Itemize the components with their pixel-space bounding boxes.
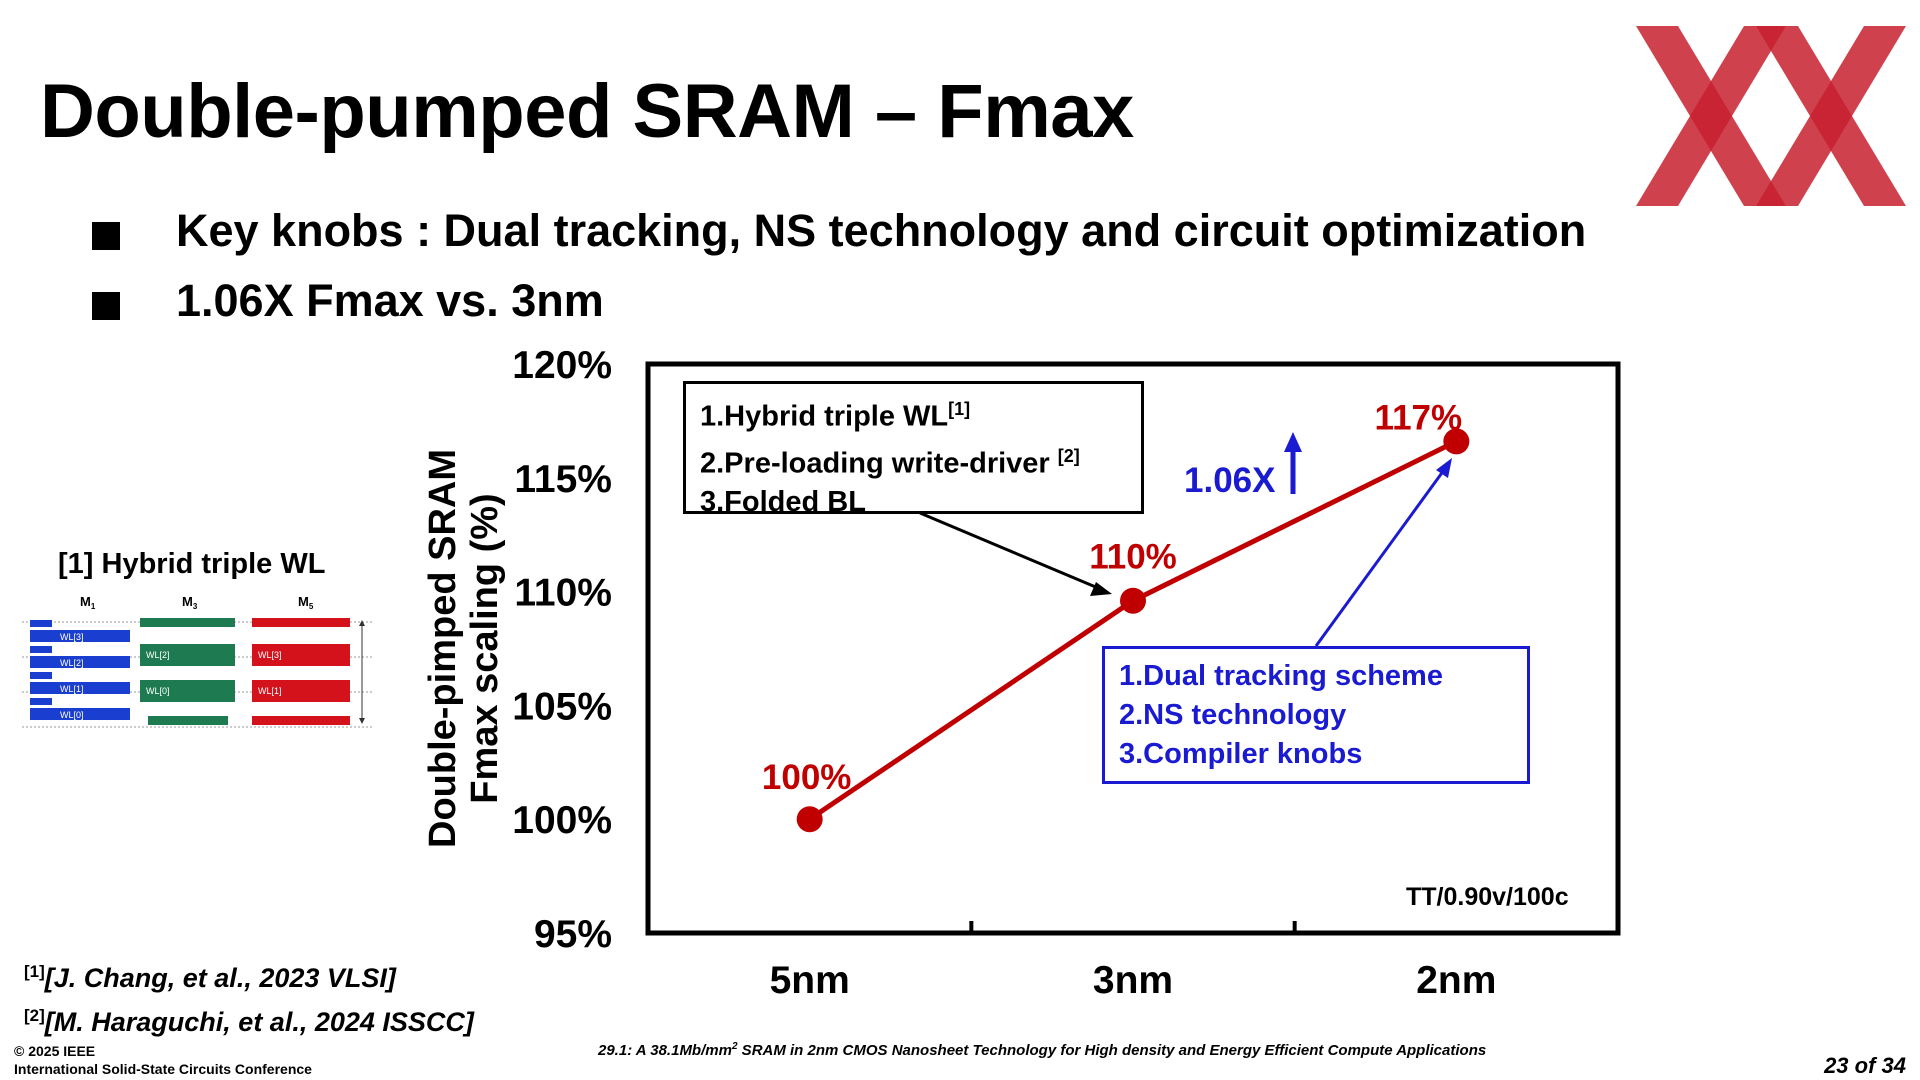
- reference-item: [1][J. Chang, et al., 2023 VLSI]: [24, 962, 396, 993]
- wl-label: WL[3]: [60, 632, 84, 642]
- column-label-m1: M1: [80, 594, 96, 611]
- side-figure-title: [1] Hybrid triple WL: [58, 548, 326, 580]
- references: [1][J. Chang, et al., 2023 VLSI] [2][M. …: [24, 953, 474, 1041]
- data-label: 117%: [1375, 398, 1463, 437]
- y-tick-label: 105%: [512, 685, 612, 728]
- column-label-m5: M5: [298, 594, 314, 611]
- wl-label: WL[2]: [146, 650, 170, 660]
- data-point: [1120, 587, 1146, 614]
- 3nm-knob-item: 2.Pre-loading write-driver [2]: [700, 445, 1080, 480]
- y-axis-title-line1: Double-pimped SRAM: [422, 449, 464, 848]
- 2nm-knob-item: 2.NS technology: [1119, 699, 1347, 731]
- bullet-text: 1.06X Fmax vs. 3nm: [176, 275, 604, 326]
- data-point: [796, 806, 823, 833]
- 2nm-knob-item: 1.Dual tracking scheme: [1119, 660, 1443, 692]
- 3nm-knobs-box: 1.Hybrid triple WL[1] 2.Pre-loading writ…: [683, 381, 1144, 518]
- page-number: 23 of 34: [1824, 1053, 1906, 1078]
- wl-label: WL[1]: [60, 684, 84, 694]
- conference-name: International Solid-State Circuits Confe…: [14, 1061, 312, 1077]
- reference-item: [2][M. Haraguchi, et al., 2024 ISSCC]: [24, 1006, 474, 1037]
- wl-label: WL[0]: [146, 686, 170, 696]
- plot-frame: [645, 361, 1621, 936]
- arrow-head-icon: [1436, 458, 1452, 478]
- wl-label: WL[3]: [258, 650, 282, 660]
- copyright: © 2025 IEEE: [14, 1043, 96, 1059]
- y-tick-label: 110%: [514, 572, 612, 615]
- conference-logo: [1636, 26, 1906, 206]
- data-label: 110%: [1089, 538, 1177, 577]
- gain-label: 1.06X: [1184, 461, 1276, 500]
- y-tick-label: 115%: [514, 458, 612, 501]
- x-tick-label: 5nm: [770, 959, 850, 1002]
- condition-label: TT/0.90v/100c: [1406, 883, 1569, 911]
- data-label: 100%: [762, 758, 852, 797]
- square-bullet-icon: [92, 222, 120, 250]
- hybrid-triple-wl-diagram: M1 M3 M5 WL[3] WL[2] WL[1] WL[0] WL[2] W…: [22, 594, 372, 728]
- paper-title: 29.1: A 38.1Mb/mm2 SRAM in 2nm CMOS Nano…: [598, 1041, 1487, 1059]
- annotation-arrow-2nm: [1314, 469, 1446, 647]
- square-bullet-icon: [92, 292, 120, 320]
- 2nm-knobs-box: 1.Dual tracking scheme 2.NS technology 3…: [1102, 646, 1530, 784]
- column-label-m3: M3: [182, 594, 198, 611]
- annotation-arrow-3nm: [919, 511, 1099, 590]
- arrow-head-icon: [1090, 582, 1112, 596]
- wl-label: WL[0]: [60, 710, 84, 720]
- up-arrow-icon: [1284, 432, 1302, 452]
- y-axis-title-line2: Fmax scaling (%): [464, 493, 506, 803]
- x-tick-label: 2nm: [1416, 959, 1496, 1002]
- 3nm-knob-item: 1.Hybrid triple WL[1]: [700, 399, 971, 433]
- x-tick-label: 3nm: [1093, 959, 1173, 1002]
- footer-left: © 2025 IEEE International Solid-State Ci…: [14, 1042, 312, 1078]
- 2nm-knob-item: 3.Compiler knobs: [1119, 738, 1363, 770]
- y-tick-label: 95%: [534, 913, 612, 956]
- data-point: [1443, 428, 1470, 455]
- slide-title: Double-pumped SRAM – Fmax: [40, 69, 1134, 154]
- y-tick-label: 100%: [512, 799, 612, 842]
- wl-label: WL[2]: [60, 658, 84, 668]
- 3nm-knob-item: 3.Folded BL: [700, 486, 866, 519]
- wl-label: WL[1]: [258, 686, 282, 696]
- bullet-text: Key knobs : Dual tracking, NS technology…: [176, 205, 1587, 256]
- y-tick-label: 120%: [512, 344, 612, 387]
